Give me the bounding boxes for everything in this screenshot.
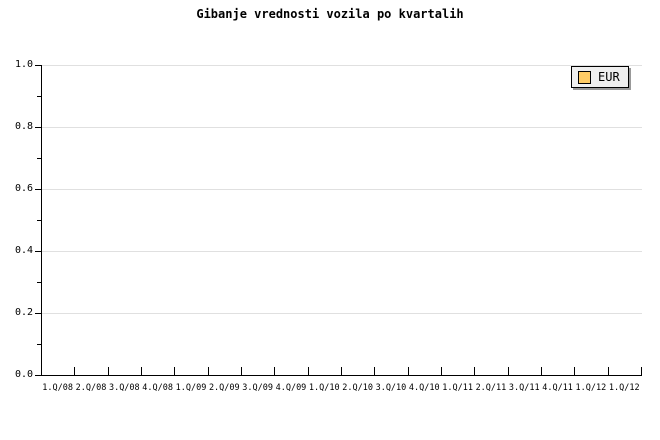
x-axis-label: 1.Q/12: [575, 383, 607, 393]
x-axis-tick: [240, 367, 242, 375]
x-axis-tick: [341, 367, 342, 375]
x-axis-tick: [274, 367, 276, 375]
x-axis: 1.Q/08 2.Q/08 3.Q/08 4.Q/08 1.Q/09 2.Q/0…: [41, 383, 641, 393]
eur-series-swatch-icon: [578, 70, 591, 84]
y-axis-tick: [35, 313, 41, 314]
x-axis-label: 1.Q/10: [308, 383, 340, 393]
x-axis-label: 4.Q/09: [275, 383, 307, 393]
x-axis-tick: [140, 367, 142, 375]
grid-line: [42, 65, 642, 66]
x-axis-label: 1.Q/09: [175, 383, 207, 393]
x-axis-label: 2.Q/11: [475, 383, 507, 393]
x-axis-label: 4.Q/11: [542, 383, 573, 393]
grid-line: [42, 189, 642, 190]
chart-title: Gibanje vrednosti vozila po kvartalih: [196, 7, 464, 21]
x-axis-tick: [207, 367, 209, 375]
x-axis-label: 1.Q/08: [42, 383, 74, 393]
x-axis-tick: [541, 367, 542, 375]
grid-line: [42, 127, 642, 128]
x-axis-tick: [607, 367, 609, 375]
y-axis-minor-tick: [37, 282, 41, 283]
legend: EUR: [571, 66, 629, 88]
y-axis-minor-tick: [37, 220, 41, 221]
y-axis-tick: [35, 65, 41, 66]
y-axis: 1.0 0.8 0.6 0.4 0.2 0.0: [0, 59, 36, 380]
x-axis-tick: [407, 367, 409, 375]
x-axis-tick: [74, 367, 76, 375]
y-axis-label: 0.0: [14, 369, 33, 380]
x-axis-label: 2.Q/09: [208, 383, 240, 393]
x-axis-label: 3.Q/10: [375, 383, 407, 393]
x-axis-tick: [574, 367, 576, 375]
x-axis-label: 3.Q/11: [508, 383, 540, 393]
y-axis-tick: [35, 127, 41, 128]
plot-area: [35, 65, 642, 376]
y-axis-label: 0.6: [14, 183, 33, 194]
y-axis-label: 0.8: [14, 121, 33, 132]
x-axis-tick: [440, 367, 442, 375]
x-axis-tick: [107, 367, 109, 375]
x-axis-label: 2.Q/08: [75, 383, 107, 393]
y-axis-label: 1.0: [14, 59, 33, 70]
x-axis-tick: [174, 367, 176, 375]
y-axis-label: 0.2: [14, 307, 33, 318]
x-axis-label: 4.Q/08: [142, 383, 173, 393]
x-axis-tick: [474, 367, 476, 375]
legend-label: EUR: [598, 70, 620, 84]
x-axis-label: 2.Q/10: [342, 383, 373, 393]
y-axis-tick: [35, 251, 41, 252]
y-axis-tick: [35, 189, 41, 190]
y-axis-tick: [35, 375, 41, 376]
y-axis-label: 0.4: [14, 245, 33, 256]
y-axis-minor-tick: [37, 158, 41, 159]
x-axis-tick: [374, 367, 376, 375]
x-axis-label: 3.Q/08: [108, 383, 140, 393]
x-axis-label: 1.Q/11: [442, 383, 473, 393]
x-axis-label: 4.Q/10: [408, 383, 440, 393]
y-axis-minor-tick: [37, 344, 41, 345]
grid-line: [42, 313, 642, 314]
y-axis-minor-tick: [37, 96, 41, 97]
x-axis-label: 1.Q/12: [608, 383, 640, 393]
x-axis-tick: [641, 367, 642, 375]
x-axis-tick: [307, 367, 309, 375]
x-axis-tick: [507, 367, 509, 375]
x-axis-label: 3.Q/09: [242, 383, 273, 393]
grid-line: [42, 251, 642, 252]
